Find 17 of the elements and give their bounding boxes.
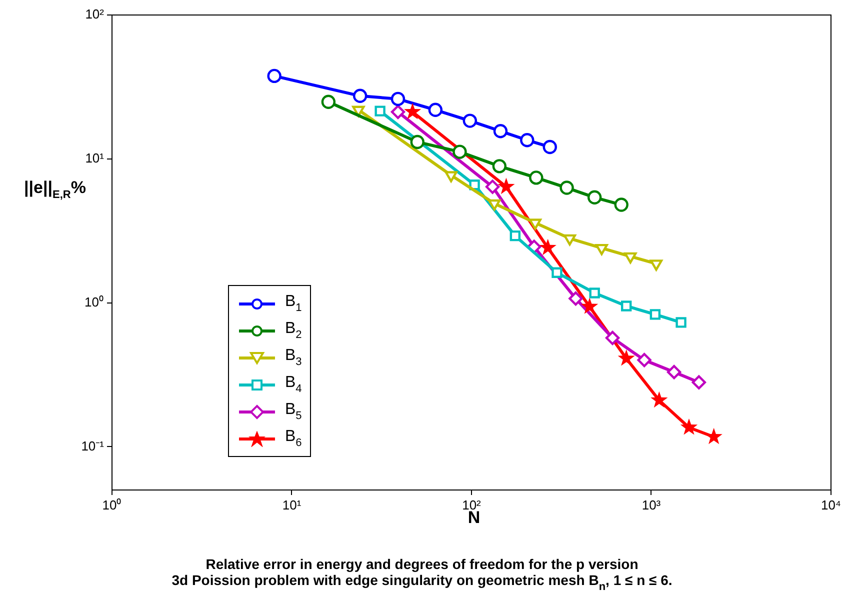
y-tick-label: 10² — [85, 6, 105, 22]
x-tick-label: 10⁰ — [102, 497, 122, 512]
y-tick-label: 10¹ — [85, 150, 105, 166]
y-tick-label: 10⁰ — [84, 294, 104, 310]
legend-label: B$_{6}$ — [285, 428, 302, 449]
y-tick-label: 10⁻¹ — [81, 438, 105, 454]
x-tick-label: 10³ — [642, 497, 662, 512]
y-axis-title: ||e||$_{E,R}$% — [23, 178, 87, 201]
text: 3d Poission problem with edge singularity on geometric mesh B$_{n}$, 1 ≤ n ≤ 6. — [172, 572, 672, 593]
x-tick-label: 10¹ — [282, 497, 302, 512]
legend-label: B$_{2}$ — [285, 320, 302, 341]
legend-label: B$_{3}$ — [285, 347, 302, 368]
legend-label: B$_{4}$ — [285, 374, 302, 395]
legend-label: B$_{5}$ — [285, 401, 302, 422]
text: Relative error in energy and degrees of freedom for the p version — [206, 556, 638, 572]
x-tick-label: 10⁴ — [820, 497, 841, 512]
legend-label: B$_{1}$ — [285, 293, 302, 314]
